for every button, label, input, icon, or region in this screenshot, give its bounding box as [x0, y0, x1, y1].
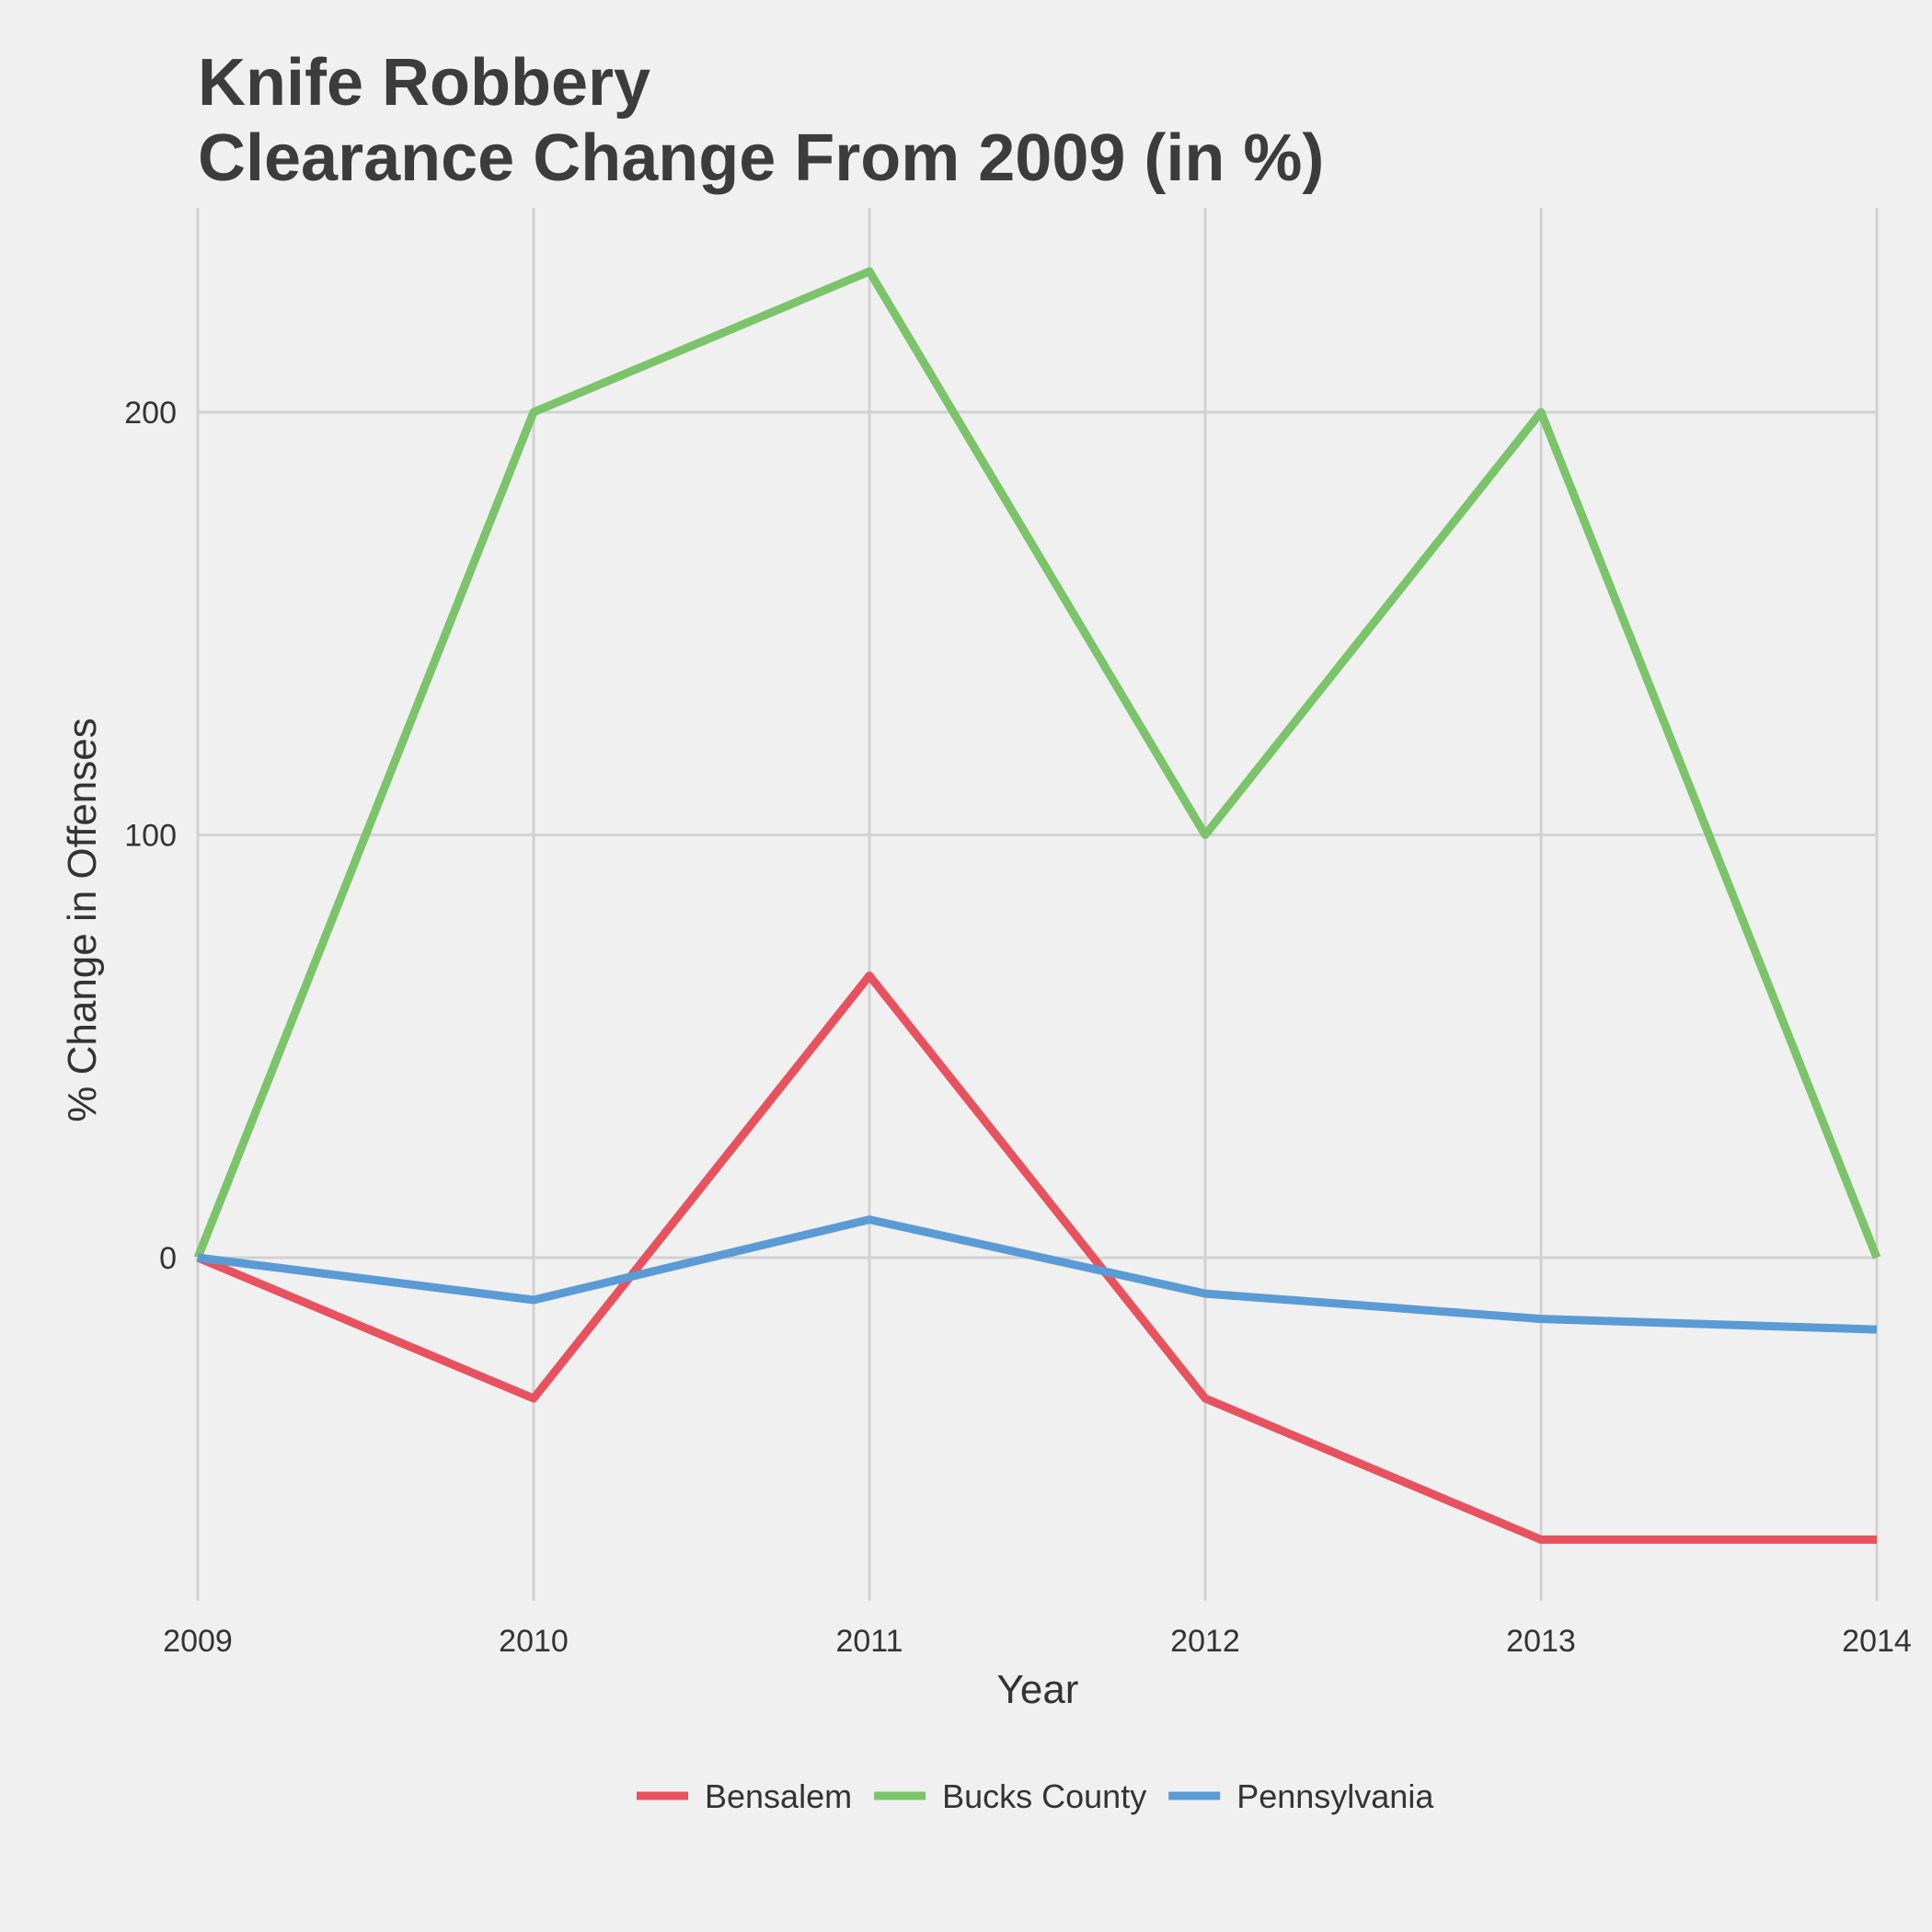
y-axis-title: % Change in Offenses	[60, 718, 105, 1121]
series-line-pennsylvania	[197, 1215, 1878, 1334]
x-tick-label-2009: 2009	[163, 1624, 233, 1659]
legend-label-bensalem: Bensalem	[705, 1777, 852, 1815]
x-tick-label-2011: 2011	[835, 1624, 903, 1659]
chart-title-line-1: Knife Robbery	[198, 46, 650, 120]
x-tick-labels: 2009 2010 2011 2012 2013 2014	[163, 1624, 1912, 1659]
series-lines	[193, 267, 1881, 1544]
x-tick-label-2014: 2014	[1842, 1624, 1912, 1659]
x-tick-label-2012: 2012	[1170, 1624, 1240, 1659]
legend: Bensalem Bucks County Pennsylvania	[637, 1777, 1434, 1815]
series-line-bucks-county	[193, 267, 1881, 1259]
y-tick-label-0: 0	[159, 1241, 177, 1276]
x-axis-title: Year	[997, 1667, 1079, 1712]
legend-label-bucks-county: Bucks County	[942, 1777, 1146, 1815]
y-tick-labels: 0 100 200	[124, 396, 177, 1276]
y-tick-label-100: 100	[124, 819, 177, 854]
series-line-bensalem	[196, 972, 1877, 1544]
x-tick-label-2013: 2013	[1506, 1624, 1576, 1659]
x-tick-label-2010: 2010	[499, 1624, 569, 1659]
y-tick-label-200: 200	[124, 396, 177, 431]
chart-title-line-2: Clearance Change From 2009 (in %)	[198, 121, 1324, 195]
legend-label-pennsylvania: Pennsylvania	[1236, 1777, 1434, 1815]
x-gridlines	[196, 208, 1879, 1601]
